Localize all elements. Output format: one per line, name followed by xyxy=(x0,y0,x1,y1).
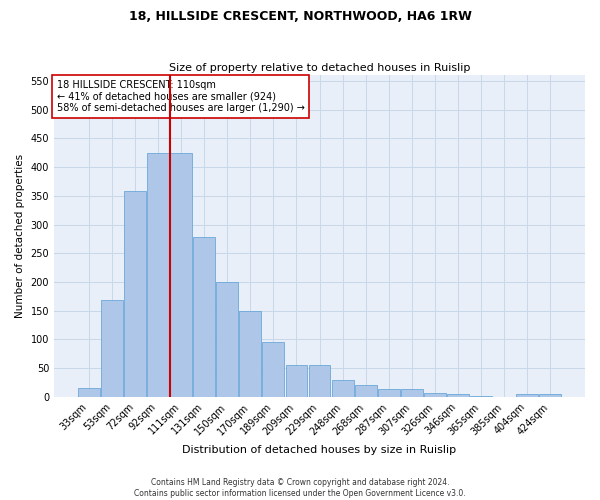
Text: Contains HM Land Registry data © Crown copyright and database right 2024.
Contai: Contains HM Land Registry data © Crown c… xyxy=(134,478,466,498)
Bar xyxy=(539,394,561,397)
Bar xyxy=(355,386,377,397)
Bar xyxy=(332,380,353,397)
Bar xyxy=(377,389,400,397)
Text: 18 HILLSIDE CRESCENT: 110sqm
← 41% of detached houses are smaller (924)
58% of s: 18 HILLSIDE CRESCENT: 110sqm ← 41% of de… xyxy=(56,80,305,113)
Bar xyxy=(401,389,422,397)
Bar xyxy=(308,366,331,397)
Y-axis label: Number of detached properties: Number of detached properties xyxy=(15,154,25,318)
Bar xyxy=(447,394,469,397)
Bar xyxy=(239,312,262,397)
Bar xyxy=(193,237,215,397)
Bar xyxy=(170,152,192,397)
Text: 18, HILLSIDE CRESCENT, NORTHWOOD, HA6 1RW: 18, HILLSIDE CRESCENT, NORTHWOOD, HA6 1R… xyxy=(128,10,472,23)
Bar xyxy=(470,396,492,397)
Bar xyxy=(262,342,284,397)
Title: Size of property relative to detached houses in Ruislip: Size of property relative to detached ho… xyxy=(169,63,470,73)
X-axis label: Distribution of detached houses by size in Ruislip: Distribution of detached houses by size … xyxy=(182,445,457,455)
Bar xyxy=(78,388,100,397)
Bar xyxy=(424,394,446,397)
Bar xyxy=(217,282,238,397)
Bar xyxy=(124,191,146,397)
Bar xyxy=(147,152,169,397)
Bar xyxy=(286,366,307,397)
Bar xyxy=(101,300,123,397)
Bar xyxy=(516,394,538,397)
